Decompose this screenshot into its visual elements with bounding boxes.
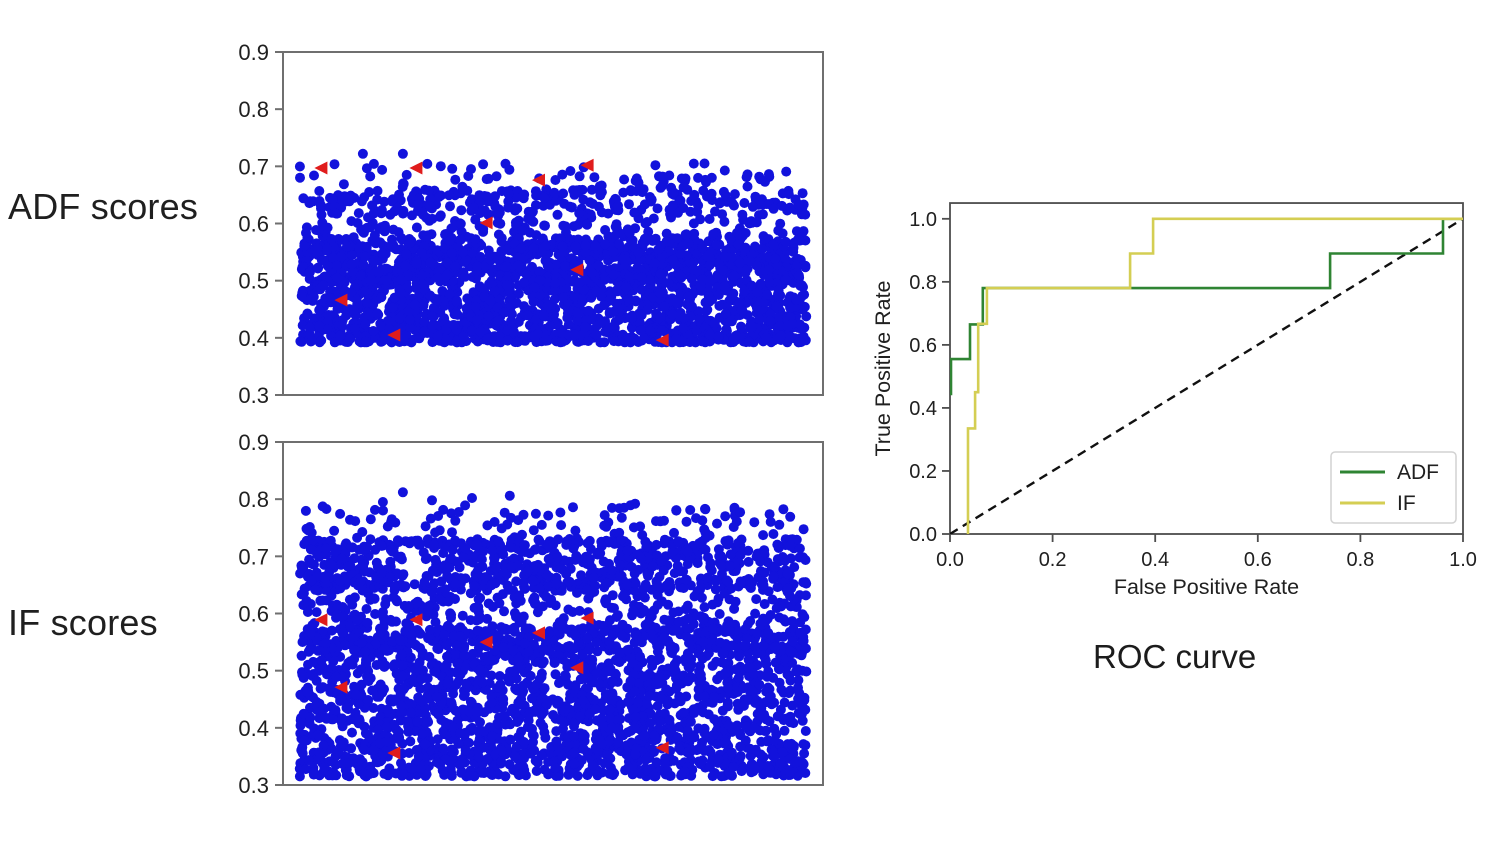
roc-series-if (966, 217, 1463, 534)
y-tick-label: 0.8 (909, 272, 937, 294)
legend-entry-label: ADF (1397, 461, 1439, 484)
outlier-marker (655, 333, 669, 347)
outlier-marker (655, 741, 669, 755)
y-tick-label: 0.5 (238, 269, 269, 294)
outlier-marker (334, 680, 348, 694)
x-tick-label: 1.0 (1449, 549, 1477, 571)
y-tick-label: 0.4 (238, 716, 269, 741)
y-tick-label: 0.2 (909, 461, 937, 483)
y-axis-ticks: 0.9 0.8 0.7 0.6 0.5 0.4 0.3 (238, 430, 283, 798)
outlier-marker (387, 328, 401, 342)
legend-frame (1330, 451, 1457, 524)
y-tick-label: 0.0 (909, 524, 937, 546)
outlier-marker (314, 613, 328, 627)
outlier-marker (479, 216, 493, 230)
outlier-marker (409, 161, 423, 175)
y-tick-label: 0.8 (238, 487, 269, 512)
y-axis-title: True Positive Rate (871, 280, 895, 456)
y-tick-label: 0.4 (909, 398, 937, 420)
y-tick-label: 0.5 (238, 659, 269, 684)
outlier-marker (314, 161, 328, 175)
y-tick-label: 0.3 (238, 773, 269, 798)
y-tick-label: 0.6 (238, 212, 269, 237)
if-scores-label: IF scores (8, 602, 158, 643)
adf-scores-label: ADF scores (8, 186, 199, 227)
outlier-marker (580, 158, 594, 172)
outlier-marker (409, 613, 423, 627)
outlier-marker (570, 661, 584, 675)
outlier-marker (387, 746, 401, 760)
adf-scatter-plot: 0.9 0.8 0.7 0.6 0.5 0.4 0.3 (238, 40, 824, 408)
y-tick-label: 0.6 (238, 602, 269, 627)
roc-curves (950, 217, 1463, 534)
x-axis-title: False Positive Rate (1114, 575, 1299, 599)
outlier-marker (479, 635, 493, 649)
x-tick-label: 0.0 (936, 549, 964, 571)
x-tick-label: 0.8 (1346, 549, 1374, 571)
y-tick-label: 0.7 (238, 154, 269, 179)
x-tick-label: 0.4 (1141, 549, 1169, 571)
y-axis-ticks: 0.9 0.8 0.7 0.6 0.5 0.4 0.3 (238, 40, 283, 408)
y-tick-label: 0.9 (238, 40, 269, 65)
red-outlier-points (314, 158, 669, 347)
y-tick-label: 1.0 (909, 209, 937, 231)
x-tick-label: 0.2 (1039, 549, 1067, 571)
y-tick-label: 0.7 (238, 544, 269, 569)
roc-plot: 0.0 0.2 0.4 0.6 0.8 1.0 0.0 0.2 0.4 0.6 0.8 1.0 Fals… (871, 202, 1477, 599)
y-tick-label: 0.3 (238, 383, 269, 408)
red-outlier-points (314, 611, 669, 760)
x-tick-label: 0.6 (1244, 549, 1272, 571)
if-scatter-plot: 0.9 0.8 0.7 0.6 0.5 0.4 0.3 (238, 430, 824, 798)
outlier-marker (580, 611, 594, 625)
y-tick-label: 0.8 (238, 97, 269, 122)
y-tick-label: 0.4 (238, 326, 269, 351)
chance-diagonal-line (950, 217, 1463, 534)
y-axis-ticks: 0.0 0.2 0.4 0.6 0.8 1.0 (909, 209, 950, 546)
x-axis-ticks: 0.0 0.2 0.4 0.6 0.8 1.0 (936, 534, 1477, 571)
outlier-marker (532, 626, 545, 640)
roc-curve-title: ROC curve (1093, 638, 1257, 675)
blue-inlier-points (294, 148, 812, 348)
blue-inlier-points (294, 487, 812, 782)
outlier-marker (532, 173, 545, 187)
y-tick-label: 0.6 (909, 335, 937, 357)
legend-box: ADF IF (1330, 451, 1457, 524)
y-tick-label: 0.9 (238, 430, 269, 455)
legend-entry-label: IF (1397, 492, 1416, 515)
outlier-marker (570, 263, 584, 277)
outlier-marker (334, 293, 348, 307)
roc-series-adf (950, 217, 1463, 396)
